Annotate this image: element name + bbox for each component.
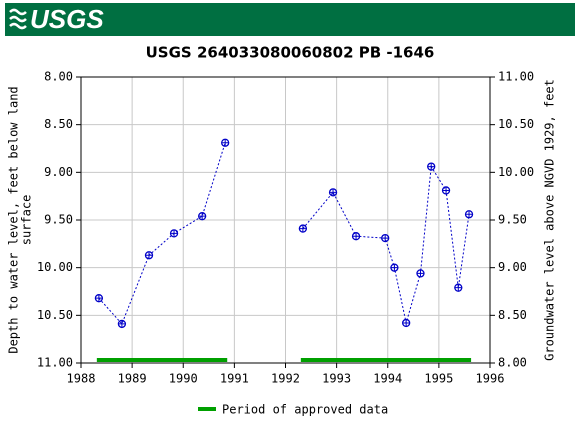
data-point — [454, 283, 463, 292]
point-circle — [298, 224, 308, 233]
data-point — [144, 251, 154, 260]
point-cross — [455, 284, 462, 291]
point-circle — [221, 138, 230, 147]
data-point — [402, 318, 411, 328]
point-cross — [118, 320, 125, 327]
point-cross — [382, 235, 389, 242]
point-circle — [144, 251, 154, 260]
y-tick-label: 10.00 — [37, 260, 73, 274]
y2-tick-label: 10.00 — [498, 165, 534, 179]
x-tick-label: 1988 — [67, 372, 96, 386]
data-point — [298, 224, 308, 233]
point-circle — [328, 188, 338, 197]
data-point — [441, 186, 451, 195]
x-tick-label: 1990 — [169, 372, 198, 386]
data-point — [427, 162, 436, 171]
point-circle — [454, 283, 463, 292]
chart-title: USGS 264033080060802 PB -1646 — [146, 44, 435, 62]
point-cross — [330, 189, 337, 196]
point-circle — [117, 319, 127, 329]
x-tick-label: 1995 — [424, 372, 453, 386]
data-point — [328, 188, 338, 197]
y-tick-label: 9.50 — [44, 213, 73, 227]
y2-tick-label: 9.00 — [498, 260, 527, 274]
point-cross — [417, 270, 424, 277]
data-point — [381, 233, 390, 243]
data-point — [169, 229, 179, 238]
point-circle — [464, 210, 474, 219]
x-tick-label: 1989 — [118, 372, 147, 386]
point-cross — [199, 213, 206, 220]
point-circle — [390, 263, 399, 272]
point-circle — [402, 318, 411, 328]
data-point — [416, 269, 425, 278]
point-circle — [427, 162, 436, 171]
y2-axis-label: Groundwater level above NGVD 1929, feet — [543, 79, 557, 361]
point-circle — [94, 294, 104, 303]
x-tick-label: 1993 — [322, 372, 351, 386]
y2-tick-label: 10.50 — [498, 117, 534, 131]
y-tick-label: 8.50 — [44, 117, 73, 131]
point-cross — [95, 295, 102, 302]
logo-waves — [9, 8, 27, 30]
x-tick-label: 1994 — [373, 372, 402, 386]
y2-tick-label: 11.00 — [498, 70, 534, 84]
x-tick-label: 1992 — [271, 372, 300, 386]
series-line — [98, 142, 470, 325]
data-point — [94, 294, 104, 303]
y-tick-label: 8.00 — [44, 70, 73, 84]
plot-frame — [80, 76, 491, 364]
point-circle — [351, 232, 361, 241]
point-cross — [466, 211, 473, 218]
y2-tick-label: 9.50 — [498, 213, 527, 227]
point-circle — [441, 186, 451, 195]
legend-label: Period of approved data — [222, 403, 388, 417]
point-cross — [353, 233, 360, 240]
point-cross — [443, 187, 450, 194]
point-circle — [416, 269, 425, 278]
data-point — [117, 319, 127, 329]
header-bar — [5, 3, 575, 36]
y2-tick-label: 8.50 — [498, 308, 527, 322]
point-cross — [171, 230, 178, 237]
y2-tick-label: 8.00 — [498, 356, 527, 370]
y-tick-label: 11.00 — [37, 356, 73, 370]
logo-text: USGS — [30, 4, 104, 34]
data-point — [221, 138, 230, 147]
data-point — [464, 210, 474, 219]
point-cross — [391, 264, 398, 271]
point-cross — [299, 225, 306, 232]
y-tick-label: 9.00 — [44, 165, 73, 179]
point-circle — [169, 229, 179, 238]
data-point — [351, 232, 361, 241]
point-cross — [222, 139, 229, 146]
y-tick-label: 10.50 — [37, 308, 73, 322]
point-cross — [428, 163, 435, 170]
data-point — [198, 212, 207, 221]
y-axis-label: surface — [20, 195, 34, 246]
data-point — [390, 263, 399, 272]
point-circle — [198, 212, 207, 221]
point-cross — [403, 319, 410, 326]
y-axis-label: Depth to water level, feet below land — [7, 86, 21, 353]
point-cross — [145, 252, 152, 259]
point-circle — [381, 233, 390, 243]
x-tick-label: 1991 — [220, 372, 249, 386]
x-tick-label: 1996 — [476, 372, 505, 386]
